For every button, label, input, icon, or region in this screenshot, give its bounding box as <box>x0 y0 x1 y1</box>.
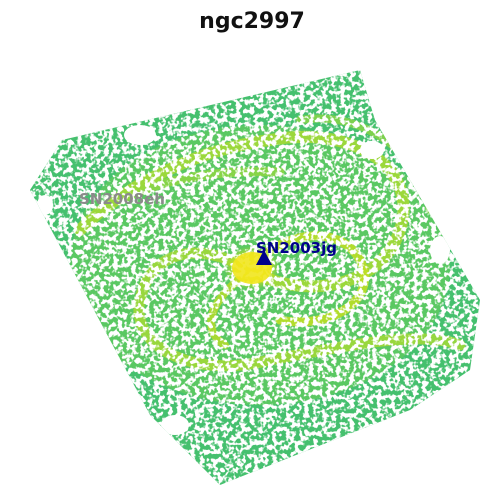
sn2003jg-marker <box>256 250 272 265</box>
figure-title: ngc2997 <box>199 9 305 34</box>
sn2008eh-label: SN2008eh <box>79 190 165 208</box>
sn2003jg-label: SN2003jg <box>256 239 337 257</box>
